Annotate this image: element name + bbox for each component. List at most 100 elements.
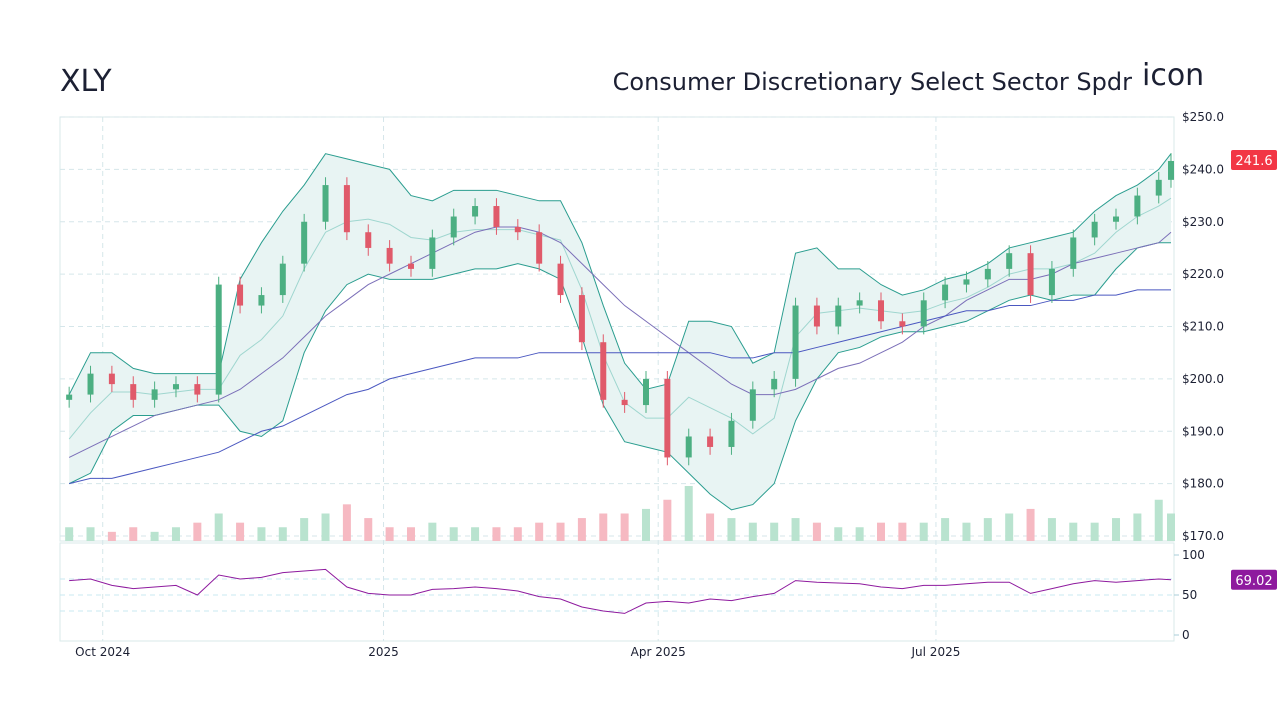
candle-body: [151, 389, 158, 400]
sma50-line: [68, 226, 1172, 458]
volume-bar: [236, 522, 245, 541]
volume-bar: [171, 527, 180, 541]
candle-body: [301, 221, 308, 264]
volume-bar: [513, 527, 522, 541]
volume-bar: [471, 527, 480, 541]
volume-bar: [1026, 508, 1035, 541]
candle-body: [621, 399, 628, 406]
price-tick-label: $230.0: [1182, 215, 1224, 229]
candle-body: [322, 185, 329, 222]
candle-body: [792, 305, 799, 379]
volume-bar: [278, 527, 287, 541]
candle-body: [1027, 253, 1034, 296]
fund-name: Consumer Discretionary Select Sector Spd…: [612, 68, 1132, 96]
candle-body: [1091, 221, 1098, 238]
volume-bar: [364, 518, 373, 541]
volume-bar: [385, 527, 394, 541]
bollinger-band-fill: [69, 153, 1172, 510]
candle-body: [1168, 160, 1174, 180]
price-tick-label: $180.0: [1182, 477, 1224, 491]
broken-image-icon: icon: [1142, 58, 1205, 93]
price-tick-label: $170.0: [1182, 529, 1224, 543]
volume-bar: [300, 518, 309, 541]
time-tick-label: 2025: [368, 645, 399, 659]
price-tick-label: $250.0: [1182, 110, 1224, 124]
candle-body: [1048, 268, 1055, 296]
rsi-tick-label: 50: [1182, 588, 1197, 602]
volume-bar: [150, 531, 159, 541]
volume-bar: [599, 513, 608, 541]
candle-body: [472, 206, 479, 217]
volume-bar: [620, 513, 629, 541]
candle-body: [87, 373, 94, 395]
candle-body: [215, 284, 222, 395]
volume-bar: [1090, 522, 1099, 541]
candle-body: [130, 384, 137, 400]
price-tick-label: $190.0: [1182, 424, 1224, 438]
volume-bar: [577, 518, 586, 541]
volume-bar: [1167, 513, 1175, 541]
rsi-tick-label: 0: [1182, 628, 1190, 642]
candle-body: [66, 394, 73, 400]
candle-body: [920, 300, 927, 327]
volume-bar: [1069, 522, 1078, 541]
volume-bar: [684, 486, 693, 541]
volume-bar: [898, 522, 907, 541]
volume-bar: [1112, 518, 1121, 541]
rsi-tick-label: 100: [1182, 548, 1205, 562]
bollinger-upper-line: [68, 153, 1172, 395]
volume-bar: [834, 527, 843, 541]
price-tick-label: $220.0: [1182, 267, 1224, 281]
candle-body: [1070, 237, 1077, 269]
price-tick-label: $200.0: [1182, 372, 1224, 386]
volume-bar: [107, 531, 116, 541]
volume-bar: [919, 522, 928, 541]
rsi-pane-frame: [59, 542, 1175, 642]
volume-bar: [855, 527, 864, 541]
volume-bar: [492, 527, 501, 541]
candle-body: [493, 206, 500, 227]
last-price-badge: 241.6: [1231, 149, 1277, 170]
volume-bar: [86, 527, 95, 541]
candle-body: [237, 284, 244, 306]
volume-bar: [65, 527, 74, 541]
price-tick-label: $240.0: [1182, 162, 1224, 176]
volume-bar: [877, 522, 886, 541]
candle-body: [407, 263, 414, 269]
ticker-symbol: XLY: [60, 64, 112, 99]
candle-body: [984, 268, 991, 280]
volume-bar: [983, 518, 992, 541]
candle-body: [578, 295, 585, 343]
candle-body: [450, 216, 457, 238]
candle-body: [1006, 253, 1013, 269]
candle-body: [108, 373, 115, 385]
candle-body: [1113, 216, 1120, 222]
volume-bar: [1133, 513, 1142, 541]
candle-body: [194, 384, 201, 395]
volume-bar: [321, 513, 330, 541]
candle-body: [749, 389, 756, 421]
candle-body: [835, 305, 842, 327]
candle-body: [514, 226, 521, 233]
volume-bar: [342, 504, 351, 541]
volume-bar: [663, 499, 672, 541]
volume-bar: [941, 518, 950, 541]
price-pane-frame: [59, 116, 1175, 542]
candle-body: [899, 321, 906, 327]
candle-body: [258, 295, 265, 306]
candle-body: [536, 232, 543, 264]
volume-bar: [641, 508, 650, 541]
volume-bar: [214, 513, 223, 541]
candle-body: [386, 247, 393, 264]
volume-bar: [129, 527, 138, 541]
candle-body: [279, 263, 286, 296]
candle-body: [429, 237, 436, 269]
rsi-line: [69, 568, 1172, 614]
volume-bar: [535, 522, 544, 541]
candle-body: [1134, 195, 1141, 217]
volume-bar: [556, 522, 565, 541]
candle-body: [728, 420, 735, 447]
sma200-line: [69, 289, 1171, 485]
time-tick-label: Apr 2025: [631, 645, 686, 659]
